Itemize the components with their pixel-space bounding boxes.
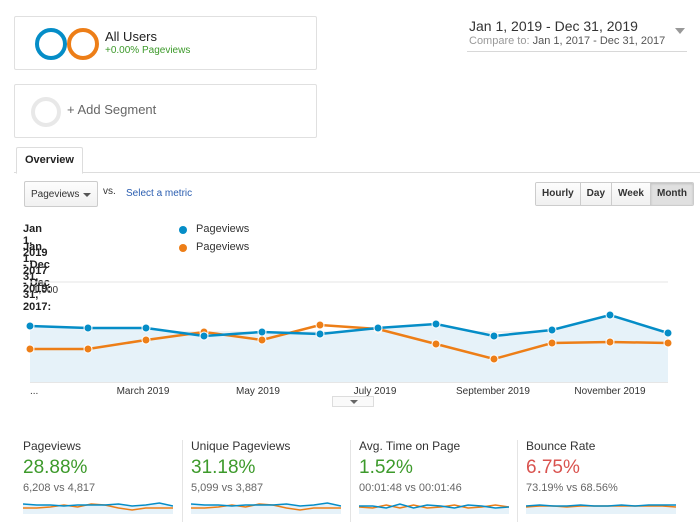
scorecard-values: 73.19% vs 68.56% <box>526 482 618 494</box>
sparkline-series <box>359 503 509 509</box>
data-point <box>605 310 615 320</box>
series-line <box>30 323 669 361</box>
tab-overview[interactable]: Overview <box>16 147 83 174</box>
chart-resize-handle[interactable] <box>332 396 374 407</box>
scorecard-values: 6,208 vs 4,817 <box>23 482 96 494</box>
sparkline-series <box>191 502 341 507</box>
x-tick-label: July 2019 <box>354 386 397 397</box>
segment-circle-orange <box>67 28 99 60</box>
data-point <box>489 354 499 364</box>
data-point <box>547 325 557 335</box>
scorecard-divider <box>350 440 351 522</box>
compare-label: Compare to: <box>469 35 530 47</box>
vs-label: vs. <box>103 186 116 197</box>
legend-metric: Pageviews <box>196 223 250 235</box>
scorecard-sparkline <box>359 503 509 514</box>
period-day-button[interactable]: Day <box>580 183 613 205</box>
x-tick-label: ... <box>30 386 38 397</box>
x-tick-label: March 2019 <box>117 386 170 397</box>
report-tabs: Overview <box>14 147 700 174</box>
scorecard-divider <box>182 440 183 522</box>
sparkline-series <box>526 504 676 507</box>
legend-range: Jan 1, 2019 - Dec 31, 2019: <box>23 223 52 295</box>
scorecard-sparkline <box>191 502 341 514</box>
scorecard-change: 28.88% <box>23 457 88 478</box>
legend-dot-blue <box>179 226 187 234</box>
data-point <box>605 337 615 347</box>
metric-select[interactable]: Pageviews <box>24 181 98 207</box>
sparkline-series <box>23 502 173 507</box>
scorecard-pageviews[interactable]: Pageviews 28.88% 6,208 vs 4,817 <box>23 432 185 522</box>
date-range-compare: Compare to: Jan 1, 2017 - Dec 31, 2017 <box>469 35 665 47</box>
series-line <box>29 313 669 338</box>
chevron-down-icon <box>83 193 91 197</box>
data-point <box>315 329 325 339</box>
scorecard-change: 31.18% <box>191 457 256 478</box>
data-point <box>25 321 35 331</box>
date-range-current: Jan 1, 2019 - Dec 31, 2019 <box>469 18 638 34</box>
empty-segment-icon <box>31 97 61 127</box>
scorecard-sparkline <box>23 502 173 514</box>
chevron-down-icon <box>675 28 685 34</box>
data-point <box>257 327 267 337</box>
x-tick-label: September 2019 <box>456 386 530 397</box>
scorecard-divider <box>517 440 518 522</box>
scorecard-values: 5,099 vs 3,887 <box>191 482 264 494</box>
data-point <box>199 331 209 341</box>
data-point <box>431 319 441 329</box>
scorecard-title: Avg. Time on Page <box>359 439 461 453</box>
scorecard-title: Pageviews <box>23 439 82 453</box>
legend-dot-orange <box>179 244 187 252</box>
scorecard-title: Bounce Rate <box>526 439 596 453</box>
data-point <box>141 323 151 333</box>
data-point <box>489 331 499 341</box>
scorecard-change: 6.75% <box>526 457 580 478</box>
data-point <box>547 338 557 348</box>
period-month-button[interactable]: Month <box>650 183 693 205</box>
compare-value: Jan 1, 2017 - Dec 31, 2017 <box>532 35 666 47</box>
add-segment-label: + Add Segment <box>67 102 157 117</box>
legend-metric: Pageviews <box>196 241 250 253</box>
period-week-button[interactable]: Week <box>612 183 651 205</box>
data-point <box>431 339 441 349</box>
segment-title: All Users <box>105 29 158 44</box>
data-point <box>663 338 673 348</box>
period-hourly-button[interactable]: Hourly <box>536 183 581 205</box>
scorecard-title: Unique Pageviews <box>191 439 291 453</box>
x-tick-label: May 2019 <box>236 386 280 397</box>
y-tick-label: 1,000 <box>33 285 58 296</box>
segment-circle-blue <box>35 28 67 60</box>
scorecard-sparkline <box>526 504 676 514</box>
period-toggle: Hourly Day Week Month <box>535 182 694 206</box>
legend-range: Jan 1, 2017 - Dec 31, 2017: <box>23 241 52 313</box>
segment-card-all-users[interactable]: All Users +0.00% Pageviews <box>14 16 317 70</box>
scorecard-values: 00:01:48 vs 00:01:46 <box>359 482 462 494</box>
scorecard-avg-time[interactable]: Avg. Time on Page 1.52% 00:01:48 vs 00:0… <box>359 432 521 522</box>
scorecard-unique-pageviews[interactable]: Unique Pageviews 31.18% 5,099 vs 3,887 <box>191 432 353 522</box>
data-point <box>373 323 383 333</box>
data-point <box>257 335 267 345</box>
x-tick-label: November 2019 <box>574 386 646 397</box>
data-point <box>83 323 93 333</box>
series-area-fill <box>30 315 668 382</box>
segment-color-icon <box>35 28 99 60</box>
scorecard-bounce-rate[interactable]: Bounce Rate 6.75% 73.19% vs 68.56% <box>526 432 688 522</box>
scorecard-change: 1.52% <box>359 457 413 478</box>
metric-select-value: Pageviews <box>31 189 80 200</box>
data-point <box>25 344 35 354</box>
segment-subtitle: +0.00% Pageviews <box>105 45 191 56</box>
date-range-picker[interactable]: Jan 1, 2019 - Dec 31, 2019 Compare to: J… <box>467 16 687 52</box>
select-metric-link[interactable]: Select a metric <box>126 188 193 199</box>
data-point <box>663 328 673 338</box>
data-point <box>315 320 325 330</box>
data-point <box>83 344 93 354</box>
add-segment-button[interactable]: + Add Segment <box>14 84 317 138</box>
data-point <box>141 335 151 345</box>
